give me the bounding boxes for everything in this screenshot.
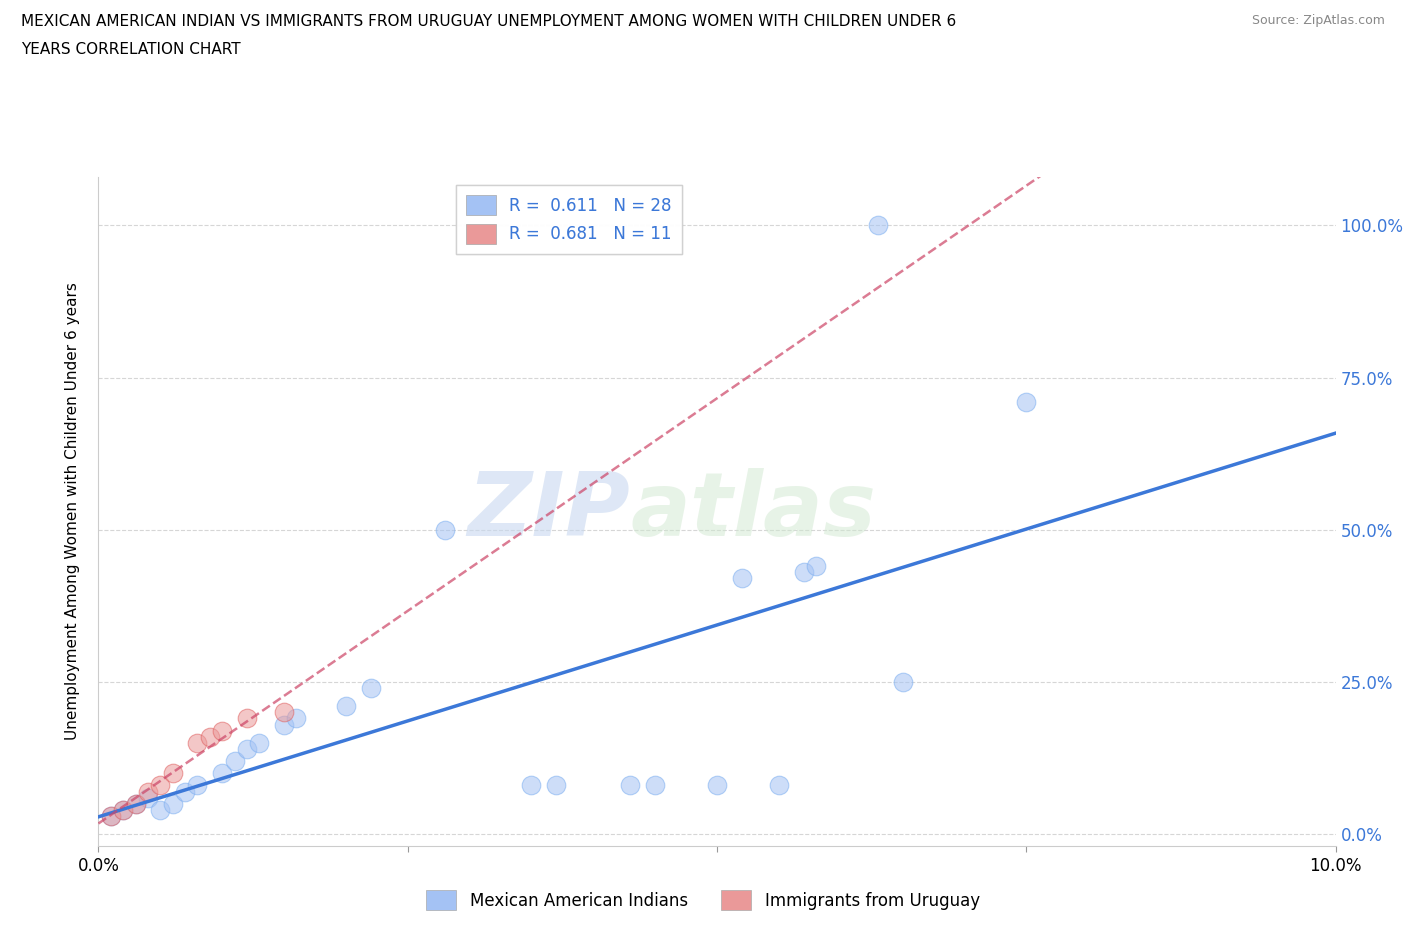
Point <box>112 803 135 817</box>
Point <box>136 784 159 799</box>
Point <box>285 711 308 726</box>
Legend: Mexican American Indians, Immigrants from Uruguay: Mexican American Indians, Immigrants fro… <box>420 884 986 917</box>
Point <box>174 784 197 799</box>
Point <box>706 778 728 793</box>
Point <box>247 736 270 751</box>
Text: atlas: atlas <box>630 468 876 555</box>
Point <box>198 729 221 744</box>
Point <box>124 796 146 811</box>
Text: YEARS CORRELATION CHART: YEARS CORRELATION CHART <box>21 42 240 57</box>
Point <box>644 778 666 793</box>
Point <box>1015 394 1038 409</box>
Point <box>149 778 172 793</box>
Text: MEXICAN AMERICAN INDIAN VS IMMIGRANTS FROM URUGUAY UNEMPLOYMENT AMONG WOMEN WITH: MEXICAN AMERICAN INDIAN VS IMMIGRANTS FR… <box>21 14 956 29</box>
Point <box>619 778 641 793</box>
Y-axis label: Unemployment Among Women with Children Under 6 years: Unemployment Among Women with Children U… <box>65 283 80 740</box>
Point <box>546 778 568 793</box>
Point <box>273 717 295 732</box>
Point <box>520 778 543 793</box>
Point <box>804 559 827 574</box>
Point <box>100 808 122 823</box>
Point <box>211 765 233 780</box>
Point <box>136 790 159 805</box>
Point <box>124 796 146 811</box>
Point <box>186 778 208 793</box>
Point <box>112 803 135 817</box>
Point <box>273 705 295 720</box>
Point <box>236 711 259 726</box>
Point <box>149 803 172 817</box>
Point <box>186 736 208 751</box>
Point <box>768 778 790 793</box>
Legend: R =  0.611   N = 28, R =  0.681   N = 11: R = 0.611 N = 28, R = 0.681 N = 11 <box>456 185 682 254</box>
Point <box>731 571 754 586</box>
Point <box>162 796 184 811</box>
Point <box>866 218 889 232</box>
Text: ZIP: ZIP <box>468 468 630 555</box>
Point <box>236 741 259 756</box>
Point <box>360 681 382 696</box>
Point <box>100 808 122 823</box>
Text: Source: ZipAtlas.com: Source: ZipAtlas.com <box>1251 14 1385 27</box>
Point <box>793 565 815 579</box>
Point <box>335 698 357 713</box>
Point <box>211 724 233 738</box>
Point <box>891 674 914 689</box>
Point <box>162 765 184 780</box>
Point <box>433 523 456 538</box>
Point <box>224 753 246 768</box>
